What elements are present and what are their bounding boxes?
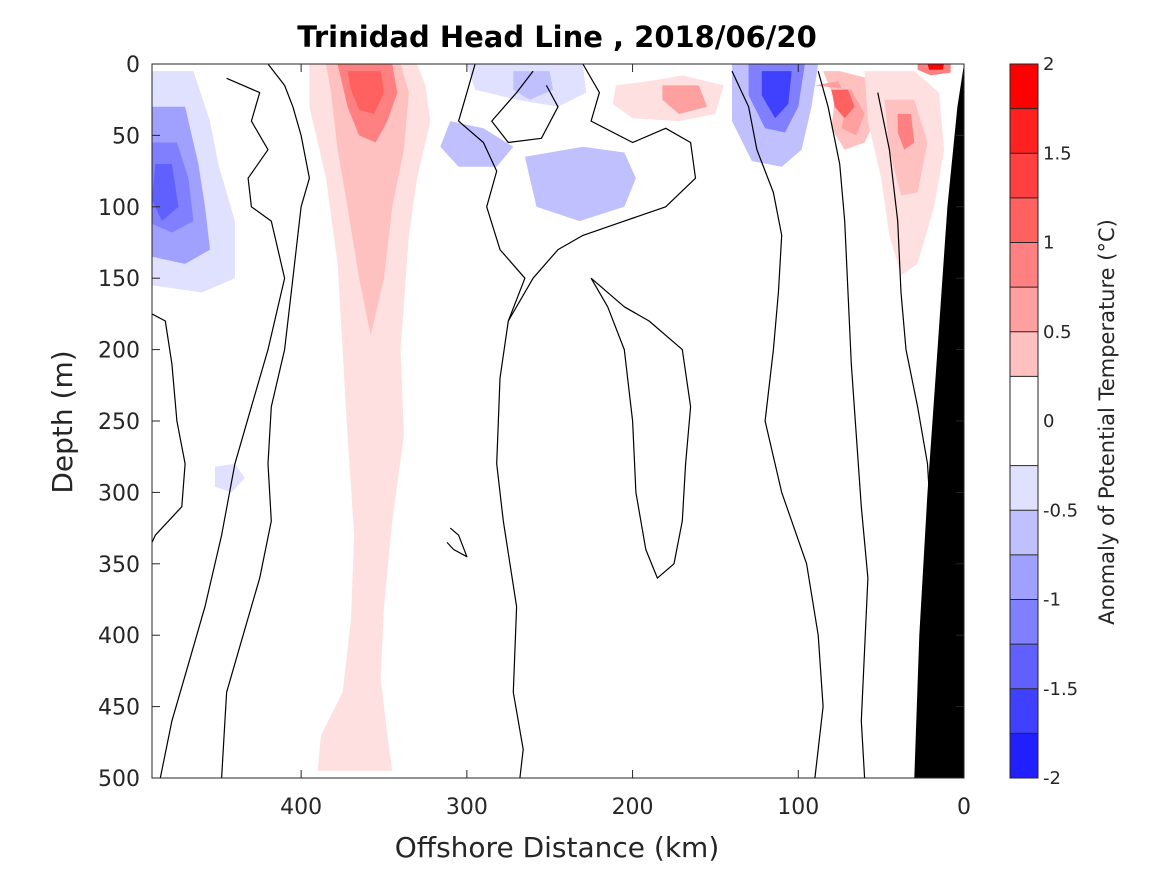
x-tick-label: 400: [280, 795, 322, 820]
y-tick-label: 400: [98, 624, 140, 649]
zero-contour-line: [507, 64, 697, 322]
warm-anomaly-region: [831, 89, 855, 119]
x-axis-label: Offshore Distance (km): [395, 831, 720, 864]
colorbar-bin: [1010, 688, 1038, 734]
warm-anomaly-region: [347, 71, 384, 114]
colorbar-frame: [1009, 63, 1039, 779]
zero-contour-line: [221, 64, 310, 778]
y-tick-label: 200: [98, 339, 140, 364]
colorbar-bin: [1010, 465, 1038, 511]
colorbar-tick-label: 1: [1043, 233, 1054, 254]
warm-anomaly-region: [897, 114, 915, 150]
colorbar-tick-label: -1.5: [1043, 679, 1078, 700]
colorbar-tick-label: 2: [1043, 54, 1054, 75]
y-tick-label: 300: [98, 481, 140, 506]
zero-contour-line: [491, 70, 559, 144]
colorbar-bin: [1010, 64, 1038, 110]
bathymetry-seafloor: [914, 64, 964, 778]
colorbar-bin: [1010, 376, 1038, 467]
warm-anomaly-region: [927, 64, 945, 70]
y-tick-label: 100: [98, 196, 140, 221]
colorbar-bin: [1010, 153, 1038, 199]
zero-contour-line: [590, 277, 692, 579]
colorbar-bin: [1010, 287, 1038, 333]
y-tick-label: 450: [98, 696, 140, 721]
cold-anomaly-region: [513, 71, 553, 100]
y-tick-label: 150: [98, 267, 140, 292]
zero-contour-line: [731, 70, 824, 778]
zero-contour-line: [817, 70, 869, 778]
warm-anomaly-region: [326, 64, 409, 336]
cold-anomaly-region: [761, 71, 792, 119]
colorbar-bin: [1010, 108, 1038, 154]
y-tick-label: 350: [98, 553, 140, 578]
plot-area: 400 300 200 100 0 0 50 100 150 200 250 300 350 400 45…: [98, 53, 971, 820]
x-tick-label: 200: [612, 795, 654, 820]
colorbar-tick-label: 0.5: [1043, 322, 1072, 343]
chart-title: Trinidad Head Line , 2018/06/20: [297, 20, 817, 54]
colorbar-tick-label: -1: [1043, 590, 1061, 611]
colorbar: 2 1.5 1 0.5 0 -0.5 -1 -1.5 -2: [1009, 54, 1078, 789]
colorbar-tick-label: -0.5: [1043, 500, 1078, 521]
colorbar-bin: [1010, 554, 1038, 600]
colorbar-bin: [1010, 510, 1038, 556]
colorbar-bin: [1010, 242, 1038, 288]
y-tick-label: 500: [98, 767, 140, 792]
cold-anomaly-region: [524, 146, 636, 222]
colorbar-bin: [1010, 644, 1038, 690]
colorbar-bin: [1010, 197, 1038, 243]
colorbar-bin: [1010, 733, 1038, 779]
warm-anomaly-region: [309, 64, 431, 771]
colorbar-bin: [1010, 331, 1038, 377]
y-tick-label: 50: [112, 124, 140, 149]
zero-contour-line: [446, 527, 468, 558]
y-tick-label: 250: [98, 410, 140, 435]
zero-contour-line: [458, 64, 526, 778]
x-tick-label: 100: [777, 795, 819, 820]
x-tick-label: 300: [446, 795, 488, 820]
warm-anomaly-region: [662, 85, 708, 114]
colorbar-bin: [1010, 599, 1038, 645]
y-axis-label: Depth (m): [46, 350, 79, 493]
cold-anomaly-region: [215, 463, 245, 493]
colorbar-label: Anomaly of Potential Temperature (°C): [1095, 219, 1119, 625]
y-tick-label: 0: [126, 53, 140, 78]
colorbar-tick-label: 1.5: [1043, 143, 1072, 164]
warm-anomaly-region: [814, 81, 865, 136]
colorbar-tick-label: 0: [1043, 411, 1054, 432]
zero-contour-line: [152, 313, 186, 543]
x-tick-label: 0: [957, 795, 971, 820]
cold-anomaly-region: [440, 121, 514, 167]
zero-contour-line: [159, 77, 286, 778]
colorbar-tick-label: -2: [1043, 768, 1061, 789]
